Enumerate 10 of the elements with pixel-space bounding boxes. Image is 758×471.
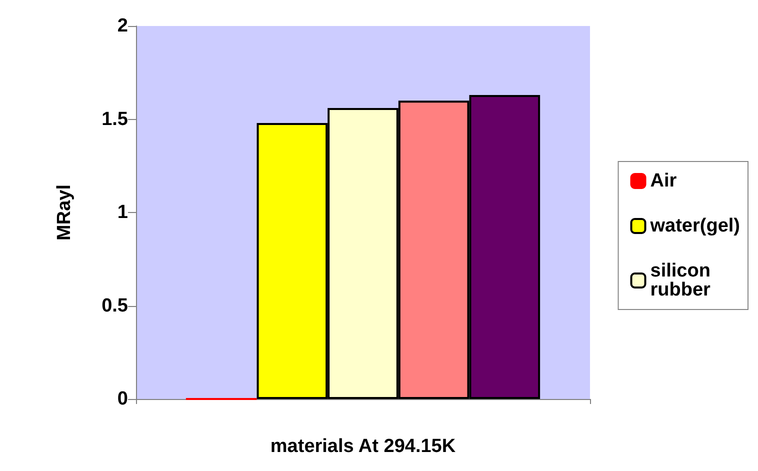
legend-label: silicon rubber (650, 260, 716, 300)
y-tick-label: 1 (117, 202, 128, 223)
y-tick-label: 1.5 (102, 108, 128, 130)
y-tick-label: 0.5 (102, 295, 128, 316)
legend-label: water(gel) (649, 216, 740, 236)
y-tick-label: 2 (117, 16, 128, 36)
x-axis-title: materials At 294.15K (270, 436, 456, 457)
y-axis-title: MRayl (54, 184, 75, 240)
y-tick-label: 0 (117, 388, 128, 410)
legend-label: Air (650, 170, 678, 192)
